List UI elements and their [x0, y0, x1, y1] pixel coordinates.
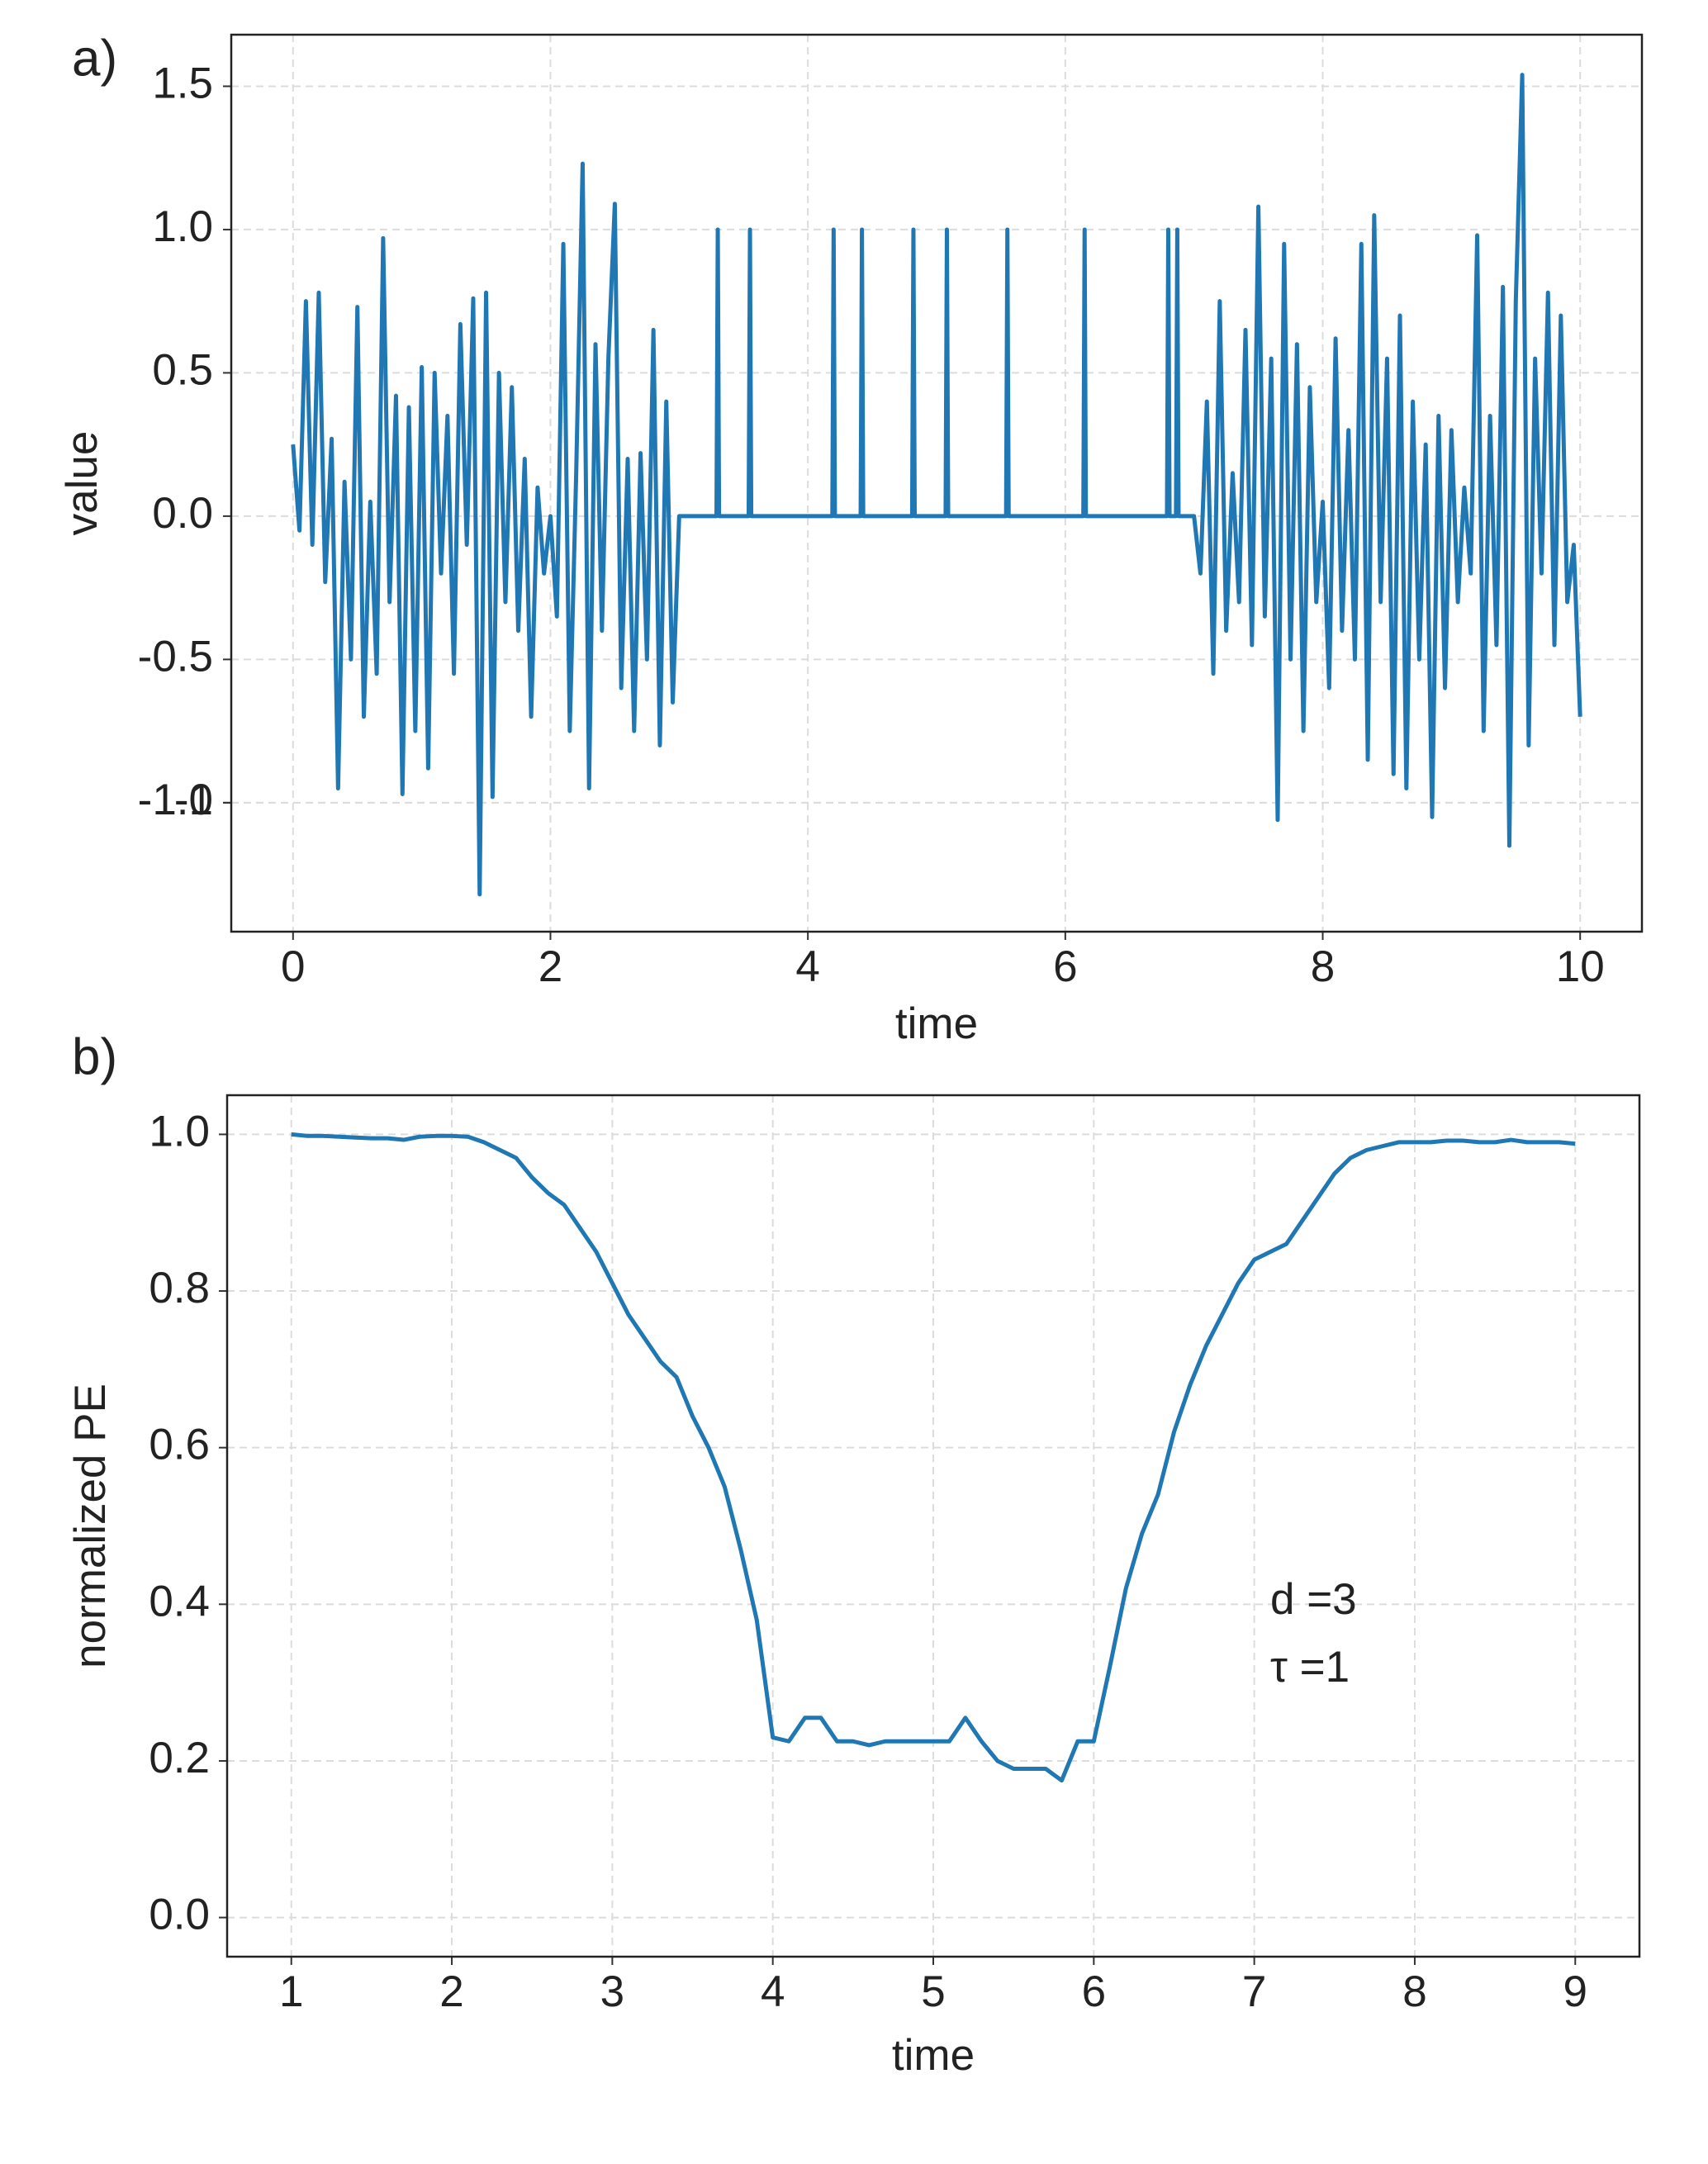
- axes-frame: [225, 1094, 1641, 1958]
- y-tick-label: 1.0: [149, 1107, 210, 1156]
- y-tick-label: -1: [174, 776, 213, 824]
- axes-frame: [230, 33, 1644, 933]
- data-line: [291, 73, 1582, 897]
- y-axis-label: normalized PE: [66, 1383, 115, 1668]
- y-tick-label: -1.0: [138, 776, 213, 824]
- x-tick-label: 2: [538, 942, 562, 991]
- x-tick-label: 6: [1053, 942, 1077, 991]
- x-axis-label: time: [895, 999, 978, 1048]
- y-tick-label: 0.4: [149, 1577, 210, 1625]
- x-tick-label: 7: [1242, 1967, 1266, 2016]
- x-axis-label: time: [892, 2031, 975, 2080]
- panel-label: b): [72, 1028, 117, 1085]
- annotation: τ =1: [1270, 1643, 1350, 1692]
- y-tick-label: 0.8: [149, 1264, 210, 1312]
- y-tick-label: 0.0: [152, 489, 213, 538]
- x-tick-label: 8: [1311, 942, 1335, 991]
- y-tick-label: 0.5: [152, 345, 213, 394]
- x-tick-label: 3: [600, 1967, 624, 2016]
- data-line: [291, 1132, 1576, 1783]
- y-tick-label: 0.6: [149, 1421, 210, 1469]
- x-tick-label: 5: [921, 1967, 945, 2016]
- x-tick-label: 9: [1563, 1967, 1587, 2016]
- x-tick-label: 0: [281, 942, 305, 991]
- y-tick-label: -0.5: [138, 632, 213, 681]
- y-tick-label: 1.5: [152, 59, 213, 107]
- x-tick-label: 1: [279, 1967, 303, 2016]
- x-tick-label: 2: [439, 1967, 463, 2016]
- panel-label: a): [72, 30, 117, 87]
- x-tick-label: 10: [1556, 942, 1605, 991]
- y-tick-label: 0.2: [149, 1734, 210, 1782]
- annotation: d =3: [1270, 1575, 1357, 1624]
- x-tick-label: 6: [1082, 1967, 1106, 2016]
- x-tick-label: 4: [761, 1967, 785, 2016]
- x-tick-label: 4: [795, 942, 819, 991]
- y-axis-label: value: [58, 431, 107, 536]
- y-tick-label: 0.0: [149, 1891, 210, 1939]
- x-tick-label: 8: [1402, 1967, 1426, 2016]
- y-tick-label: 1.0: [152, 202, 213, 251]
